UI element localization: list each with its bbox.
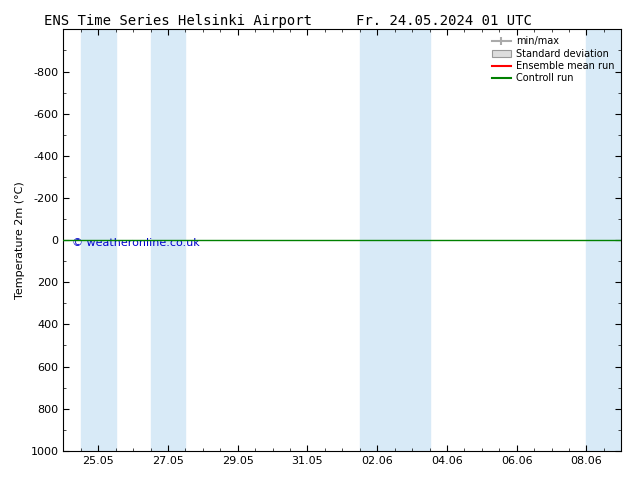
- Text: Fr. 24.05.2024 01 UTC: Fr. 24.05.2024 01 UTC: [356, 14, 532, 28]
- Bar: [81, 29, 116, 451]
- Bar: [586, 29, 621, 451]
- Text: ENS Time Series Helsinki Airport: ENS Time Series Helsinki Airport: [44, 14, 311, 28]
- Text: © weatheronline.co.uk: © weatheronline.co.uk: [72, 238, 200, 248]
- Legend: min/max, Standard deviation, Ensemble mean run, Controll run: min/max, Standard deviation, Ensemble me…: [488, 32, 618, 87]
- Y-axis label: Temperature 2m (°C): Temperature 2m (°C): [15, 181, 25, 299]
- Bar: [150, 29, 185, 451]
- Bar: [359, 29, 429, 451]
